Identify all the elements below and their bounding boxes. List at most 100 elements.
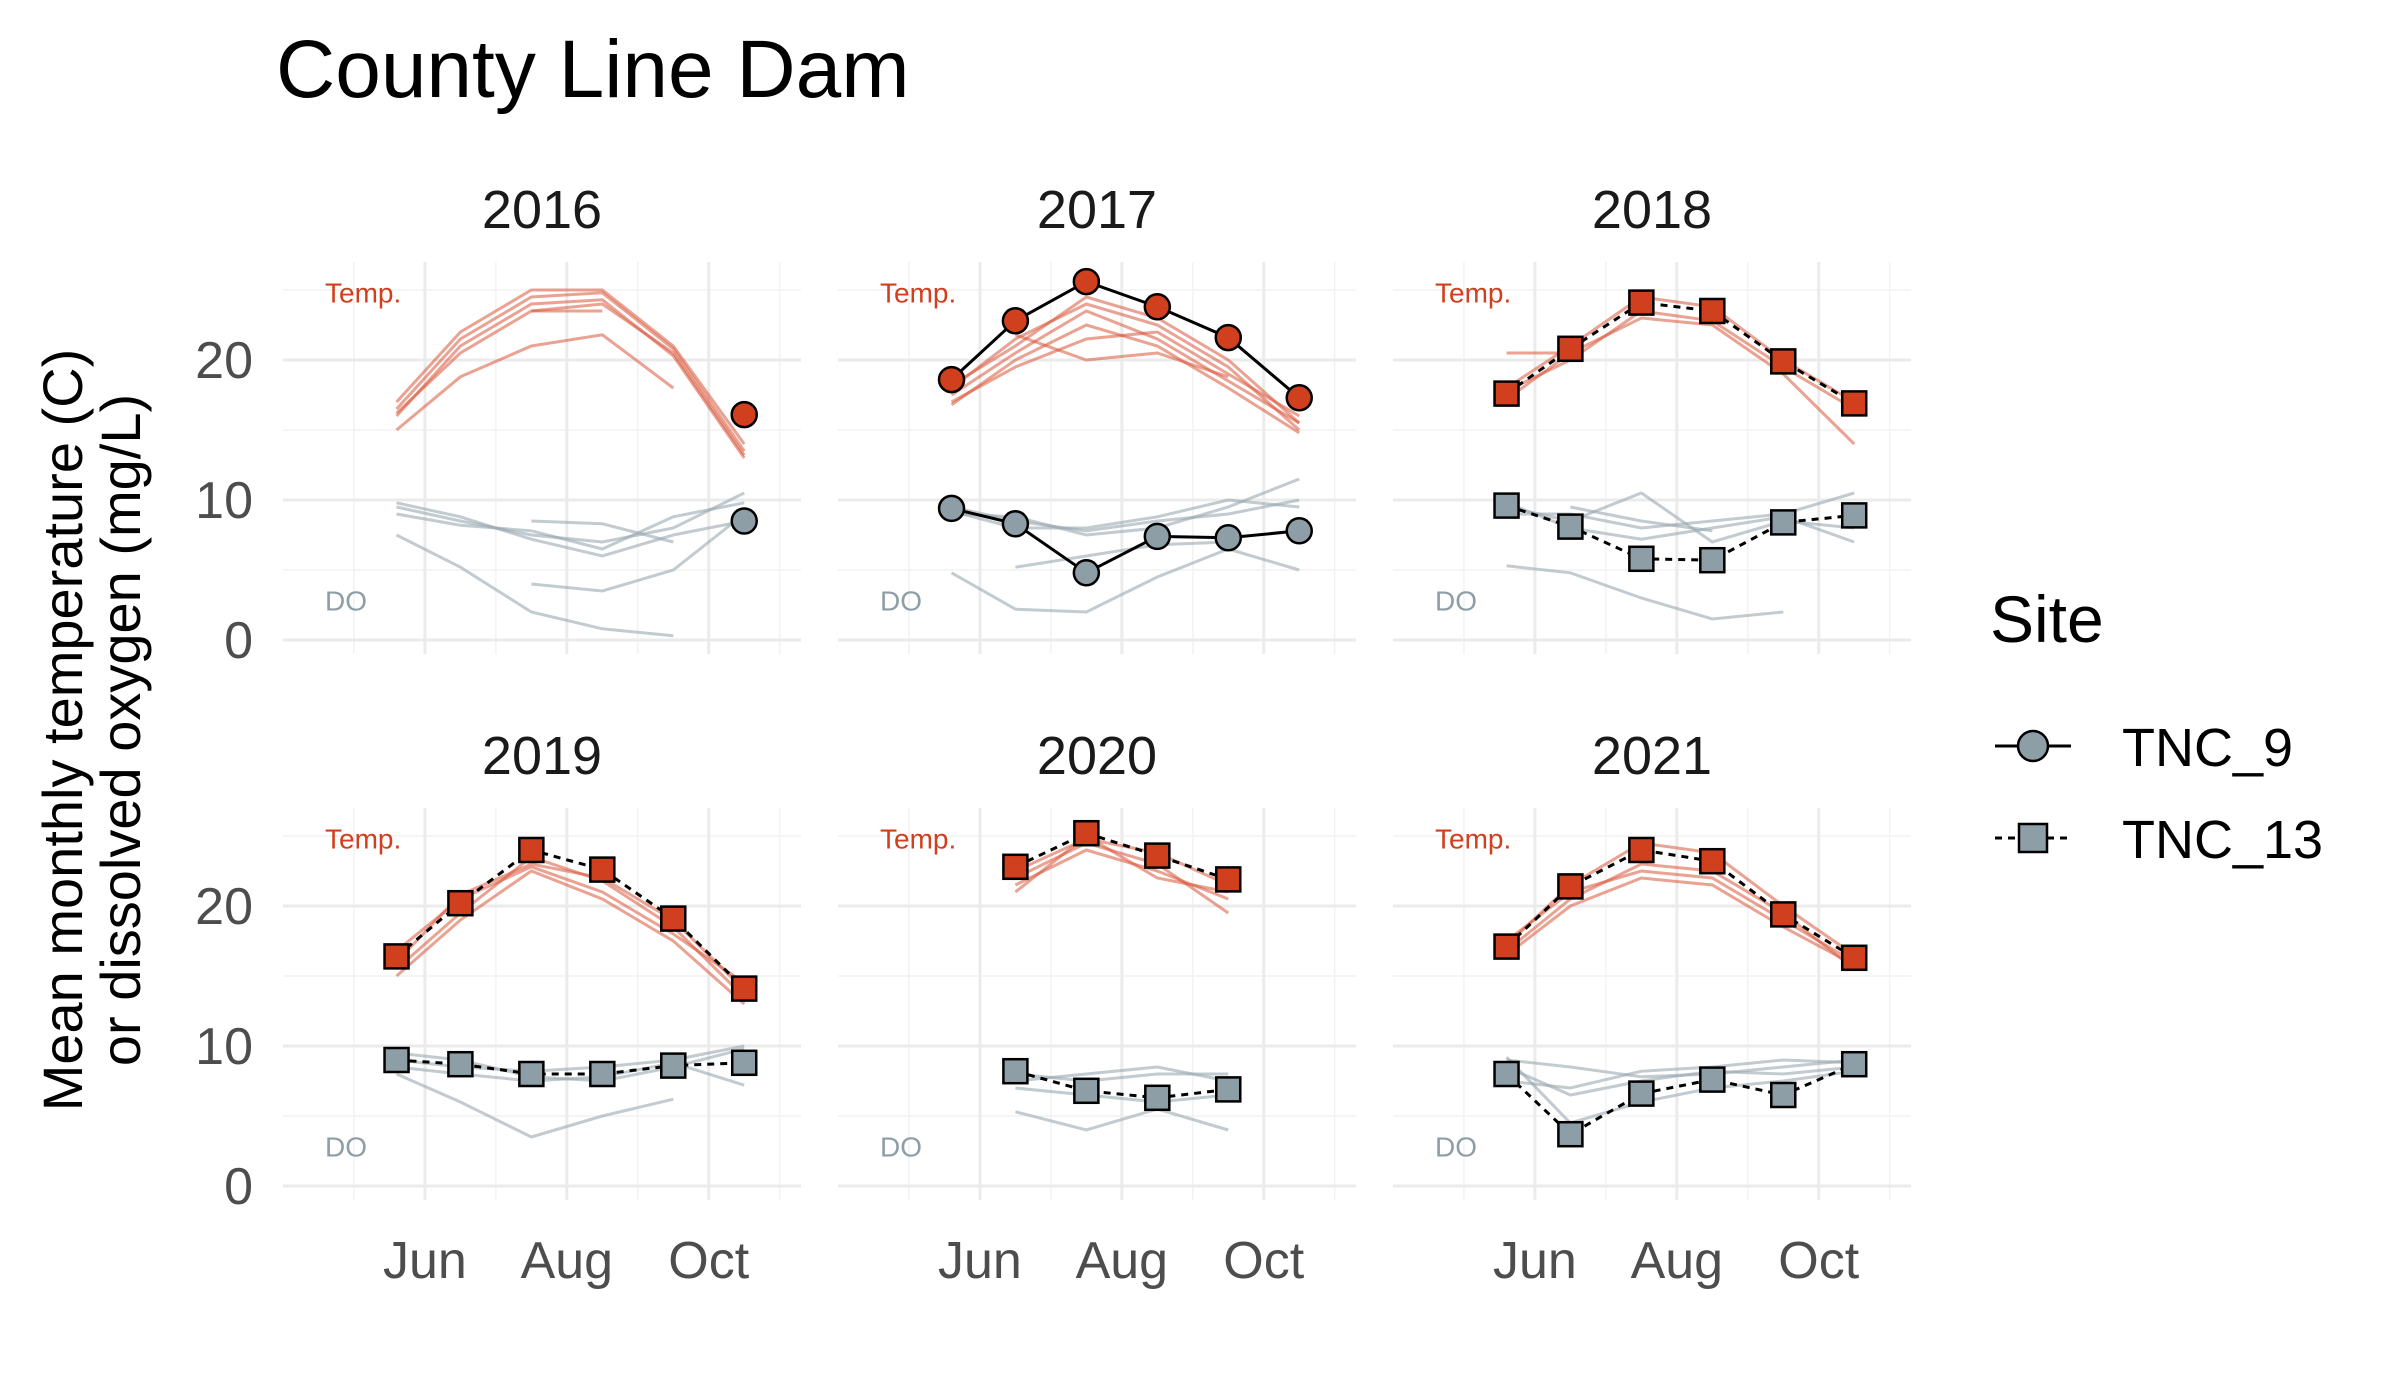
panel-strip-label: 2018 [1592,180,1712,240]
legend-marker-tnc-9 [2016,729,2050,763]
panel-2019: 2019 Temp. DO 0 10 20 Jun Aug Oct [195,726,801,1290]
temperature-series-line [950,279,1301,399]
temperature-data-point [1840,944,1868,972]
legend-item-tnc-9: TNC_9 [1995,718,2293,778]
background-do-line [531,512,746,593]
temperature-data-point [1493,933,1520,960]
background-temperature-line [395,291,746,452]
temperature-annotation: Temp. [880,278,956,309]
chart-title: County Line Dam [276,24,910,115]
do-data-point [1628,545,1655,573]
y-tick-label: 10 [195,1018,253,1076]
background-temperature-line [395,298,746,459]
y-tick-label: 10 [195,472,253,530]
temperature-data-point [1072,267,1101,296]
legend-label-tnc-13: TNC_13 [2122,810,2323,870]
do-data-point [1770,509,1797,536]
do-data-point [589,1060,616,1088]
do-data-point [937,494,966,523]
temperature-data-point [1143,293,1172,321]
temperature-data-point [937,365,966,394]
do-data-point [518,1060,545,1088]
do-data-point [730,507,758,535]
temperature-data-point [1285,384,1313,412]
legend-item-tnc-13: TNC_13 [1995,810,2323,870]
do-data-point [1144,1084,1171,1112]
temperature-data-point [383,943,410,970]
legend-title: Site [1990,582,2104,656]
background-do-line [395,533,674,638]
background-do-line [1506,564,1784,621]
background-temperature-line [1014,834,1229,894]
do-annotation: DO [325,1132,367,1163]
temperature-data-point [730,975,758,1002]
temperature-data-point [1628,289,1655,316]
background-do-line [1015,540,1229,569]
background-temperature-line [395,333,675,432]
background-do-line [1505,1056,1855,1125]
panel-2020: 2020 Temp. DO Jun Aug Oct [838,726,1356,1290]
x-tick-label: Oct [1223,1232,1304,1290]
temperature-data-point [1002,853,1029,881]
temperature-data-point [730,400,758,429]
temperature-data-point [1770,901,1797,928]
temperature-data-point [1144,842,1171,869]
x-tick-label: Aug [1076,1232,1169,1290]
temperature-data-point [447,889,474,917]
background-do-line [1015,1107,1229,1132]
do-data-point [1285,517,1313,545]
temperature-series-line [1014,831,1229,881]
do-data-point [1002,1057,1029,1085]
background-do-line [1015,1065,1229,1083]
do-data-point [1770,1081,1797,1109]
do-annotation: DO [880,586,922,617]
do-annotation: DO [880,1132,922,1163]
panel-2018: 2018 Temp. DO [1393,180,1911,654]
y-axis-title-line-2: or dissolved oxygen (mg/L) [89,394,152,1066]
y-tick-label: 0 [224,612,253,670]
do-data-point [1214,524,1243,552]
temperature-data-point [1699,847,1726,875]
background-temperature-line [950,295,1301,425]
do-data-point [1557,513,1584,540]
temperature-data-point [660,905,687,932]
background-temperature-line [395,288,746,445]
temperature-data-point [1073,819,1100,847]
background-temperature-line [950,302,1301,432]
temperature-data-point [518,836,545,864]
x-tick-label: Jun [383,1232,467,1290]
temperature-annotation: Temp. [880,824,956,855]
legend-marker-tnc-13 [2017,822,2049,854]
do-data-point [1699,1066,1726,1093]
do-data-point [1493,1060,1520,1088]
do-data-point [660,1052,687,1079]
background-temperature-line [1014,333,1229,379]
do-data-point [1001,510,1030,538]
y-tick-label: 20 [195,332,253,390]
x-tick-label: Aug [521,1232,614,1290]
background-temperature-line [395,302,746,457]
panel-2016: 2016 Temp. DO 0 10 20 [195,180,801,670]
x-tick-label: Jun [1493,1232,1577,1290]
background-temperature-line [950,330,1300,418]
temperature-data-point [1493,380,1520,407]
do-data-point [1493,492,1520,519]
temperature-data-point [1557,335,1584,363]
temperature-data-point [1770,348,1797,375]
temperature-data-point [1840,390,1868,417]
background-temperature-line [950,309,1300,425]
panel-2021: 2021 Temp. DO Jun Aug Oct [1393,726,1911,1290]
temperature-data-point [1215,866,1242,893]
do-data-point [730,1049,758,1077]
do-data-point [1073,1077,1100,1105]
do-data-point [1840,1050,1868,1078]
background-do-line [531,519,674,544]
do-data-point [1628,1080,1655,1107]
y-tick-label: 20 [195,878,253,936]
do-data-point [1072,559,1101,587]
temperature-data-point [1699,297,1726,325]
temperature-annotation: Temp. [1435,824,1511,855]
background-do-line [1015,1086,1229,1104]
temperature-data-point [1628,836,1655,864]
